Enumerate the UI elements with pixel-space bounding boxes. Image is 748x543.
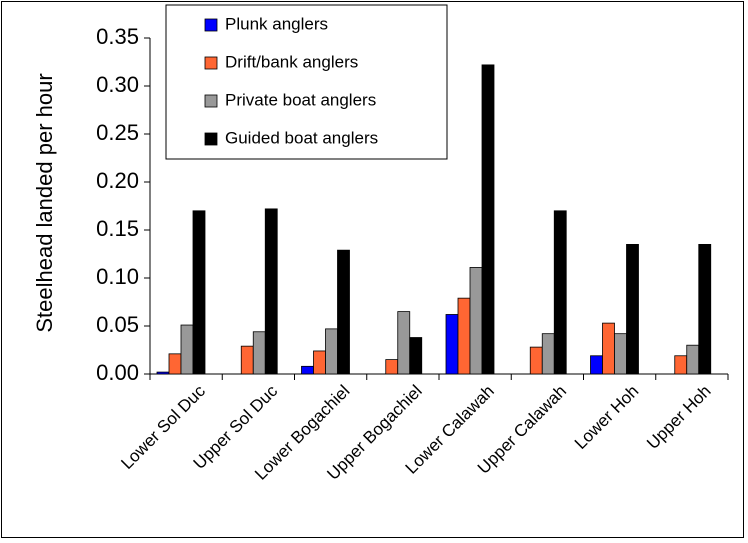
y-tick-label: 0.10 — [96, 264, 139, 289]
y-tick-label: 0.00 — [96, 360, 139, 385]
bar-3-2 — [337, 249, 350, 375]
bar-0-6 — [590, 355, 603, 375]
y-tick-label: 0.15 — [96, 216, 139, 241]
bar-2-0 — [180, 324, 194, 375]
bar-3-3 — [409, 337, 423, 375]
legend-label: Guided boat anglers — [225, 128, 378, 147]
bar-3-6 — [626, 243, 639, 375]
legend-swatch-2 — [204, 94, 218, 108]
legend-swatch-1 — [204, 56, 218, 70]
legend-swatch-3 — [204, 132, 218, 146]
bar-2-2 — [325, 328, 338, 375]
legend-label: Plunk anglers — [225, 14, 328, 33]
bar-3-4 — [481, 64, 495, 375]
bar-1-7 — [674, 355, 688, 375]
bar-1-0 — [168, 353, 182, 375]
bar-2-1 — [252, 331, 266, 375]
bar-3-0 — [192, 210, 206, 375]
y-tick-label: 0.35 — [96, 24, 139, 49]
bar-1-2 — [313, 350, 326, 375]
legend-label: Private boat anglers — [225, 90, 376, 109]
y-tick-label: 0.30 — [96, 72, 139, 97]
bar-1-4 — [457, 297, 471, 375]
bar-2-3 — [397, 311, 411, 375]
bar-2-7 — [686, 344, 700, 375]
bar-0-4 — [445, 314, 459, 375]
y-tick-label: 0.05 — [96, 312, 139, 337]
bar-1-3 — [385, 359, 399, 375]
y-axis-title: Steelhead landed per hour — [32, 73, 57, 332]
bar-2-6 — [614, 333, 627, 375]
y-tick-label: 0.20 — [96, 168, 139, 193]
bar-1-1 — [240, 345, 254, 375]
bar-2-5 — [541, 333, 555, 375]
legend-swatch-0 — [204, 18, 218, 32]
bar-1-5 — [529, 346, 543, 375]
legend: Plunk anglers Drift/bank anglers Private b… — [165, 4, 448, 160]
bar-0-0 — [156, 371, 170, 375]
bar-3-1 — [264, 208, 278, 375]
bar-1-6 — [602, 322, 615, 375]
bar-3-5 — [553, 210, 567, 375]
bar-3-7 — [698, 243, 712, 375]
legend-label: Drift/bank anglers — [225, 52, 358, 71]
y-tick-label: 0.25 — [96, 120, 139, 145]
bar-2-4 — [469, 267, 483, 375]
bar-0-2 — [301, 365, 314, 375]
